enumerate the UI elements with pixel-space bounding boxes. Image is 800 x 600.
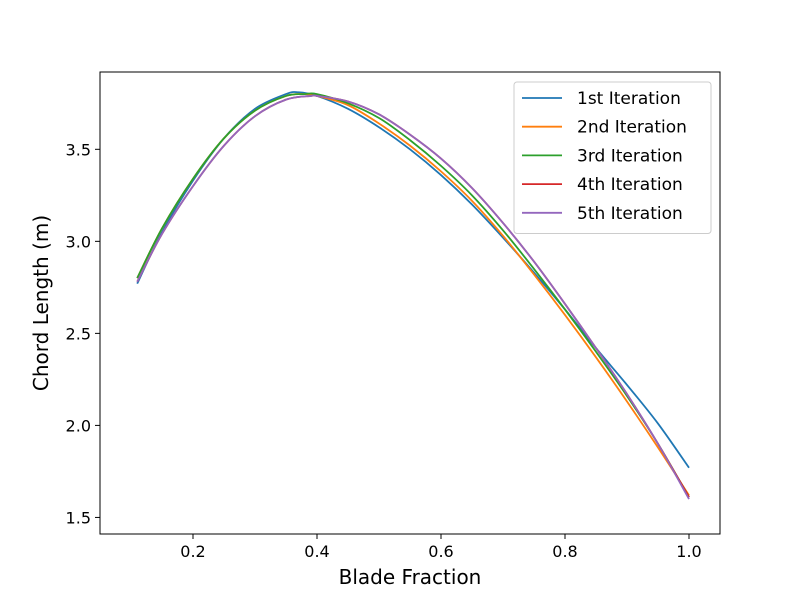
y-tick-label: 3.0 (66, 232, 91, 251)
series-line-5 (136, 94, 690, 500)
legend-box (513, 81, 712, 234)
y-tick-label: 2.0 (66, 416, 91, 435)
y-tick-label: 1.5 (66, 508, 91, 527)
series-line-3 (136, 92, 690, 498)
x-tick-label: 1.0 (676, 542, 701, 561)
x-tick-label: 0.6 (428, 542, 453, 561)
x-tick-label: 0.8 (552, 542, 577, 561)
plot-lines (136, 91, 690, 500)
x-axis-label: Blade Fraction (339, 565, 482, 589)
y-tick-label: 2.5 (66, 324, 91, 343)
x-tick-label: 0.2 (180, 542, 205, 561)
legend-label: 3rd Iteration (577, 146, 683, 166)
y-axis-label: Chord Length (m) (29, 215, 53, 391)
plot-frame (99, 71, 721, 535)
legend-label: 2nd Iteration (577, 118, 687, 138)
legend-label: 4th Iteration (577, 175, 683, 195)
y-axis: 1.5 2.0 2.5 3.0 3.5 (66, 140, 100, 527)
y-tick-label: 3.5 (66, 140, 91, 159)
x-axis: 0.2 0.4 0.6 0.8 1.0 (180, 534, 702, 561)
x-tick-label: 0.4 (304, 542, 329, 561)
legend: 1st Iteration 2nd Iteration 3rd Iteration 4… (513, 81, 712, 234)
legend-label: 5th Iteration (577, 204, 683, 224)
legend-label: 1st Iteration (577, 89, 681, 109)
